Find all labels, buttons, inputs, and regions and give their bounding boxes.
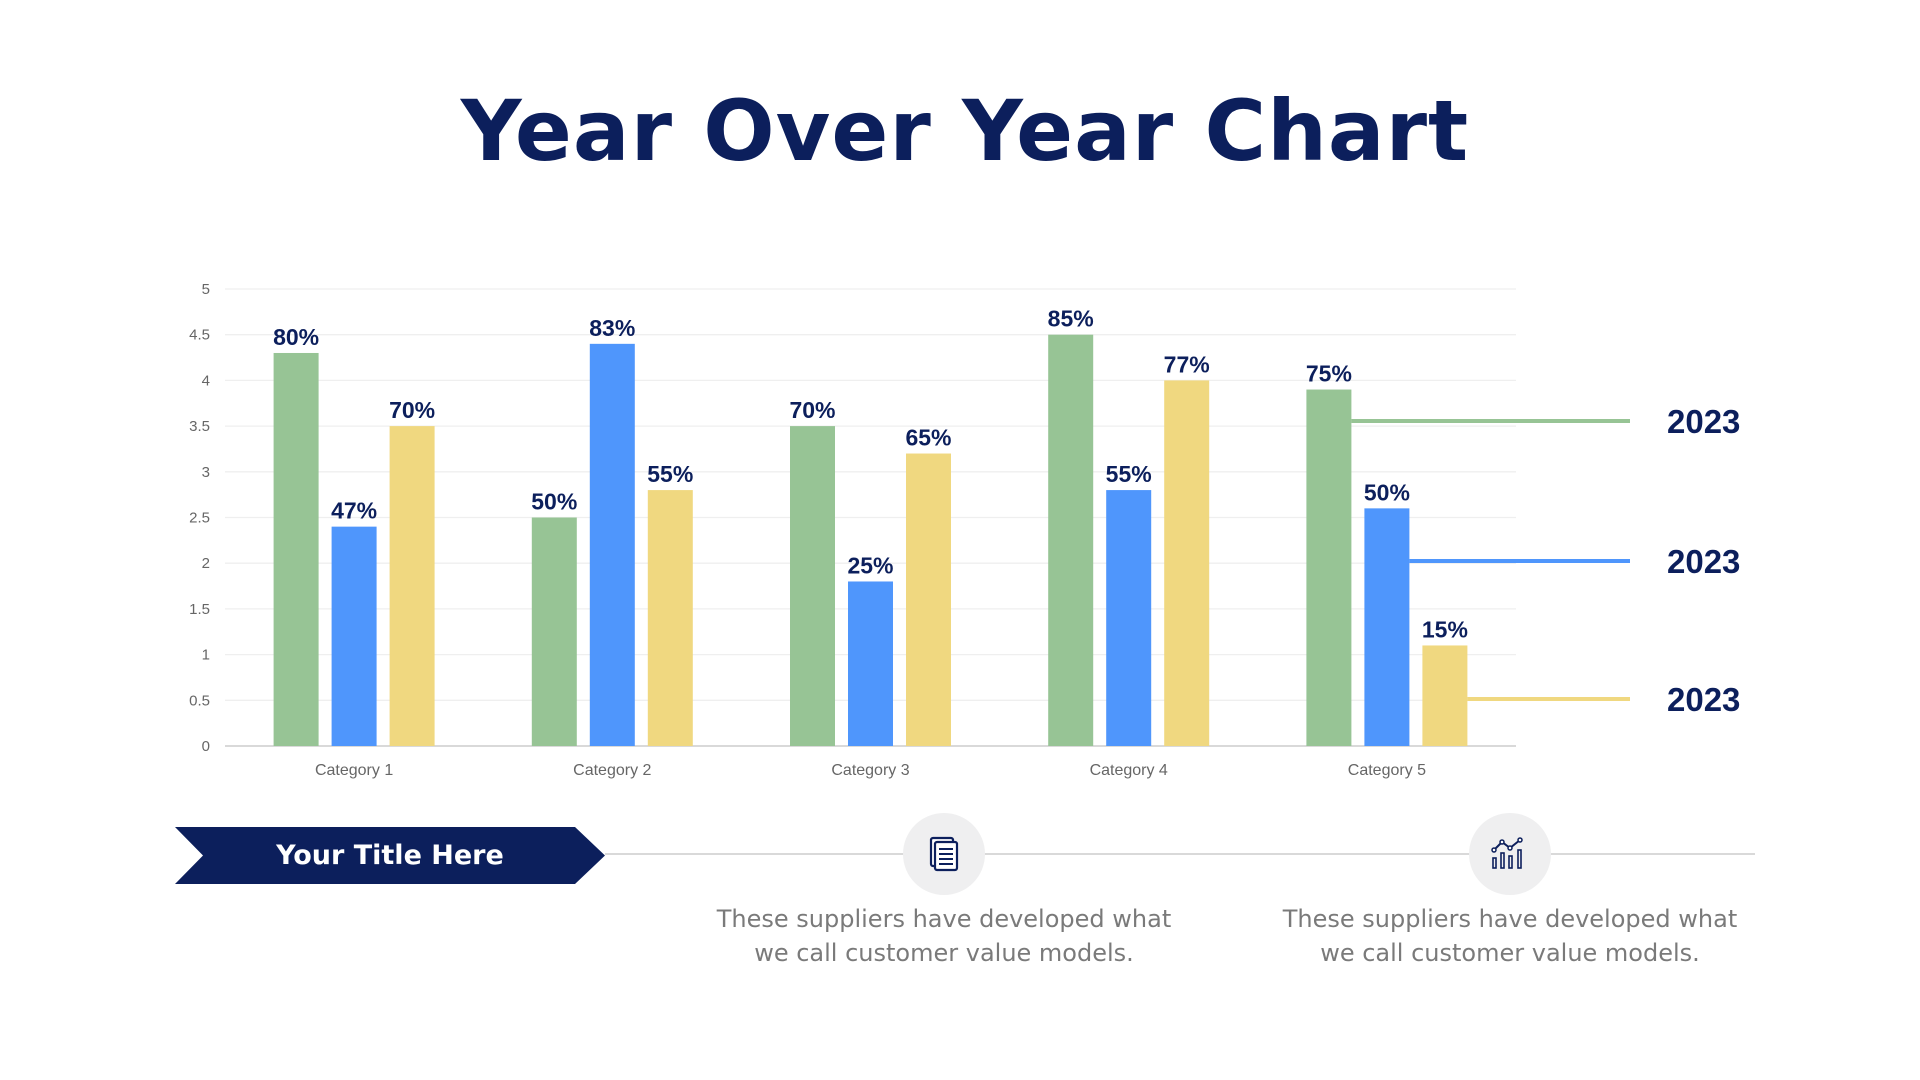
y-tick-label: 2 (202, 555, 210, 572)
y-tick-label: 2.5 (189, 510, 210, 527)
document-icon (929, 836, 959, 872)
description-line: we call customer value models. (1320, 939, 1700, 967)
legend-label: 2023 (1667, 403, 1740, 440)
x-tick-label: Category 4 (1090, 762, 1168, 779)
bar (331, 526, 377, 746)
y-tick-label: 4.5 (189, 327, 210, 344)
data-label: 50% (531, 489, 577, 515)
description-text-1: These suppliers have developed what we c… (694, 902, 1194, 970)
y-tick-label: 4 (202, 372, 210, 389)
data-label: 70% (389, 397, 435, 423)
data-label: 75% (1306, 361, 1352, 387)
data-label: 25% (847, 552, 893, 578)
bar (273, 352, 319, 746)
data-label: 70% (789, 397, 835, 423)
bar (389, 426, 435, 746)
data-label: 15% (1422, 616, 1468, 642)
x-tick-label: Category 1 (315, 762, 393, 779)
bar (1306, 389, 1352, 746)
y-tick-label: 1 (202, 647, 210, 664)
description-line: These suppliers have developed what (716, 905, 1172, 933)
bar (1422, 645, 1468, 746)
x-tick-label: Category 3 (831, 762, 909, 779)
data-label: 85% (1048, 306, 1094, 332)
data-label: 80% (273, 324, 319, 350)
banner-label: Your Title Here (276, 840, 504, 871)
divider-line (605, 853, 1755, 855)
bar (1164, 380, 1210, 746)
x-tick-label: Category 5 (1348, 762, 1426, 779)
bar (906, 453, 951, 746)
data-label: 83% (589, 315, 635, 341)
document-icon-circle (903, 813, 985, 895)
y-tick-label: 0.5 (189, 692, 210, 709)
analytics-icon-circle (1469, 813, 1551, 895)
description-line: These suppliers have developed what (1282, 905, 1738, 933)
data-label: 50% (1364, 479, 1410, 505)
title-banner: Your Title Here (175, 827, 605, 884)
bar (531, 517, 577, 746)
y-tick-label: 1.5 (189, 601, 210, 618)
y-tick-label: 3.5 (189, 418, 210, 435)
y-tick-label: 3 (202, 464, 210, 481)
bar (848, 581, 893, 746)
bar (1106, 490, 1152, 746)
data-label: 77% (1164, 351, 1210, 377)
y-tick-label: 5 (202, 281, 210, 298)
bar (1364, 508, 1410, 746)
banner-arrow-shape (175, 827, 605, 884)
bar (1048, 334, 1094, 746)
data-label: 47% (331, 498, 377, 524)
legend-label: 2023 (1667, 681, 1740, 718)
bar-chart: 0 0.5 1 1.5 2 2.5 3 3.5 4 4.5 5 Category 1 80% 47% 70%… (189, 281, 1740, 779)
description-text-2: These suppliers have developed what we c… (1260, 902, 1760, 970)
analytics-chart-icon (1491, 837, 1523, 869)
data-label: 65% (905, 425, 951, 451)
page-title: Year Over Year Chart (460, 82, 1470, 180)
legend-label: 2023 (1667, 543, 1740, 580)
description-line: we call customer value models. (754, 939, 1134, 967)
bar (589, 343, 635, 746)
data-label: 55% (1106, 461, 1152, 487)
bar (647, 490, 693, 746)
x-tick-label: Category 2 (573, 762, 651, 779)
y-tick-label: 0 (202, 738, 210, 755)
data-label: 55% (647, 461, 693, 487)
bar (790, 426, 835, 746)
